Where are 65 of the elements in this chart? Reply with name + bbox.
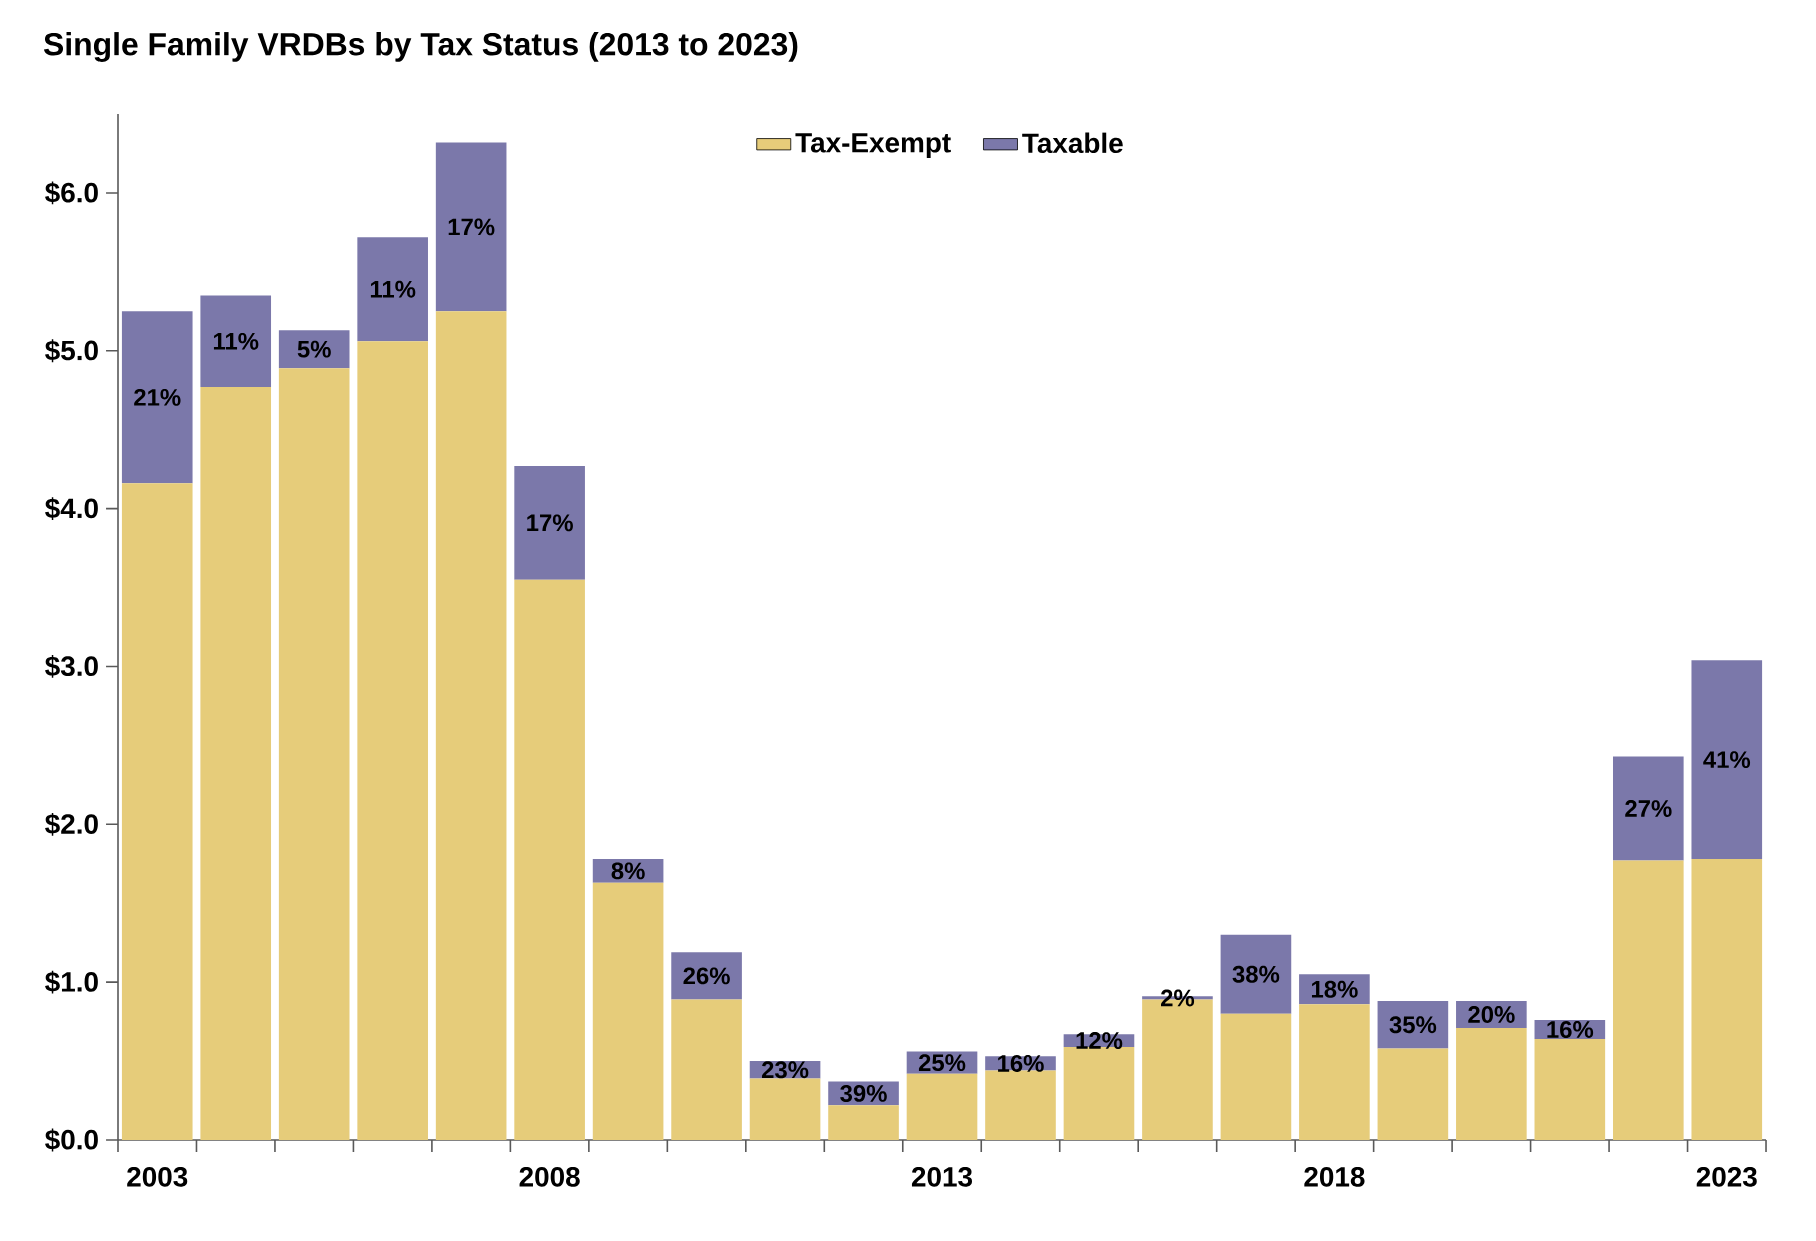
y-tick-label: $6.0 xyxy=(45,181,98,205)
y-tick-label: $0.0 xyxy=(45,1128,98,1152)
bar xyxy=(514,579,585,1140)
bar xyxy=(1299,1004,1370,1140)
y-tick-label: $5.0 xyxy=(45,339,98,363)
annotation: 26% xyxy=(683,967,730,985)
bar xyxy=(514,466,585,580)
annotation: 16% xyxy=(998,1054,1044,1072)
y-tick-label: $2.0 xyxy=(45,812,98,836)
bar xyxy=(357,237,428,342)
bar xyxy=(828,1105,899,1140)
annotation: 38% xyxy=(1232,965,1280,983)
bar xyxy=(1456,1027,1527,1140)
annotation: 41% xyxy=(1703,751,1751,769)
annotation: 8% xyxy=(611,862,645,880)
annotation: 16% xyxy=(1547,1021,1594,1038)
legend-label: Tax-Exempt xyxy=(795,133,951,159)
annotation: 11% xyxy=(370,280,416,298)
bar xyxy=(1612,756,1684,861)
annotation: 18% xyxy=(1311,980,1358,998)
annotation: 25% xyxy=(918,1054,966,1072)
x-tick-label: 2023 xyxy=(1696,1166,1757,1187)
bar xyxy=(121,483,193,1140)
bar xyxy=(1612,860,1684,1140)
annotation: 12% xyxy=(1076,1032,1123,1049)
x-tick-label: 2008 xyxy=(519,1166,580,1187)
bar xyxy=(1534,1038,1606,1140)
bar xyxy=(671,999,742,1140)
legend-label: Taxable xyxy=(1022,132,1123,154)
bar xyxy=(1691,859,1763,1140)
x-tick-label: 2013 xyxy=(911,1166,973,1187)
bar xyxy=(435,311,507,1140)
bar xyxy=(592,882,664,1140)
bar xyxy=(671,952,742,1000)
bar xyxy=(121,311,193,484)
bar xyxy=(749,1078,821,1140)
annotation: 21% xyxy=(134,388,181,406)
annotation: 27% xyxy=(1625,800,1672,817)
y-tick-label: $1.0 xyxy=(45,970,98,994)
bar xyxy=(985,1070,1056,1140)
x-tick-label: 2003 xyxy=(127,1166,188,1187)
bar xyxy=(1691,660,1763,860)
bar xyxy=(1377,1048,1449,1140)
annotation: 23% xyxy=(761,1061,809,1079)
bar xyxy=(1220,1013,1292,1140)
bar xyxy=(278,368,350,1140)
bar xyxy=(357,341,428,1140)
bar xyxy=(200,387,272,1140)
chart-title: Single Family VRDBs by Tax Status (2013 to 2023) xyxy=(43,32,798,62)
annotation: 17% xyxy=(448,218,495,236)
annotation: 17% xyxy=(527,514,573,532)
annotation: 35% xyxy=(1389,1016,1437,1034)
bar xyxy=(278,330,350,369)
annotation: 5% xyxy=(297,340,331,358)
y-tick-label: $4.0 xyxy=(45,497,98,520)
y-tick-label: $3.0 xyxy=(45,655,98,678)
bar xyxy=(906,1073,978,1140)
annotation: 2% xyxy=(1161,989,1195,1007)
annotation: 11% xyxy=(213,332,259,350)
bar xyxy=(435,142,507,312)
annotation: 20% xyxy=(1468,1006,1515,1023)
bar xyxy=(200,295,272,388)
annotation: 39% xyxy=(840,1084,887,1102)
bar xyxy=(1220,934,1292,1014)
x-tick-label: 2018 xyxy=(1304,1166,1365,1187)
